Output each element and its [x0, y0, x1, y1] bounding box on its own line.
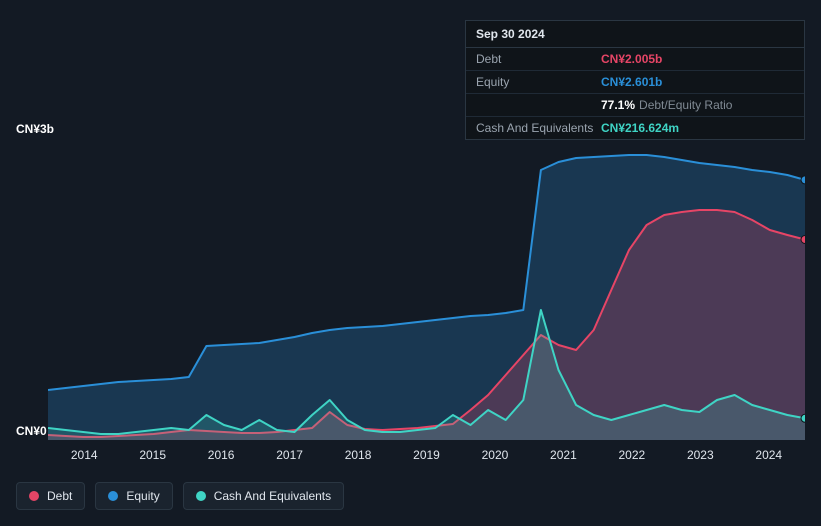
x-axis-tick: 2017: [255, 448, 323, 468]
tooltip-row-label: Debt: [476, 52, 601, 66]
tooltip-row: DebtCN¥2.005b: [466, 48, 804, 71]
tooltip-row: 77.1% Debt/Equity Ratio: [466, 94, 804, 117]
tooltip-row-value: CN¥2.005b: [601, 52, 662, 66]
chart-legend: Debt Equity Cash And Equivalents: [16, 482, 344, 510]
x-axis-tick: 2022: [598, 448, 666, 468]
x-axis-tick: 2020: [461, 448, 529, 468]
tooltip-row: Cash And EquivalentsCN¥216.624m: [466, 117, 804, 139]
tooltip-date: Sep 30 2024: [466, 21, 804, 48]
legend-swatch: [108, 491, 118, 501]
tooltip-row-note: Debt/Equity Ratio: [639, 98, 732, 112]
legend-item-debt[interactable]: Debt: [16, 482, 85, 510]
x-axis-tick: 2023: [666, 448, 734, 468]
legend-label: Equity: [126, 489, 159, 503]
y-axis-max-label: CN¥3b: [16, 122, 54, 136]
y-axis-min-label: CN¥0: [16, 424, 47, 438]
tooltip-row: EquityCN¥2.601b: [466, 71, 804, 94]
legend-item-cash-and-equivalents[interactable]: Cash And Equivalents: [183, 482, 344, 510]
legend-label: Debt: [47, 489, 72, 503]
x-axis-tick: 2016: [187, 448, 255, 468]
x-axis-tick: 2019: [392, 448, 460, 468]
legend-swatch: [196, 491, 206, 501]
x-axis: 2014201520162017201820192020202120222023…: [48, 448, 805, 468]
tooltip-row-label: Equity: [476, 75, 601, 89]
tooltip-row-label: Cash And Equivalents: [476, 121, 601, 135]
chart-plot-area[interactable]: [48, 140, 805, 440]
x-axis-tick: 2015: [118, 448, 186, 468]
x-axis-tick: 2014: [50, 448, 118, 468]
x-axis-tick: 2024: [735, 448, 803, 468]
legend-item-equity[interactable]: Equity: [95, 482, 172, 510]
chart-container: CN¥3b CN¥0 20142015201620172018201920202…: [16, 120, 805, 510]
x-axis-tick: 2018: [324, 448, 392, 468]
chart-tooltip: Sep 30 2024 DebtCN¥2.005bEquityCN¥2.601b…: [465, 20, 805, 140]
legend-swatch: [29, 491, 39, 501]
tooltip-row-label: [476, 98, 601, 112]
tooltip-row-value: CN¥216.624m: [601, 121, 679, 135]
tooltip-row-value: CN¥2.601b: [601, 75, 662, 89]
x-axis-tick: 2021: [529, 448, 597, 468]
tooltip-row-value: 77.1%: [601, 98, 635, 112]
legend-label: Cash And Equivalents: [214, 489, 331, 503]
